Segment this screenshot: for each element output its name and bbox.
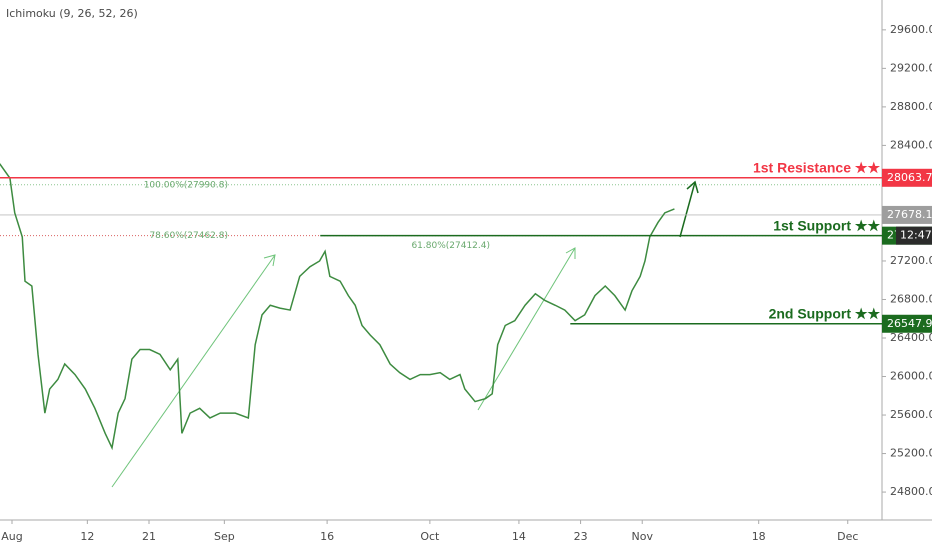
level-label: 1st Support ★★ [773, 217, 880, 233]
price-line [0, 163, 675, 451]
arrow [111, 254, 276, 488]
y-tick-label: 28400.0 [890, 138, 932, 151]
fib-label: 100.00%(27990.8) [144, 180, 228, 190]
x-tick-label: 21 [142, 530, 156, 543]
y-tick-label: 24800.0 [890, 485, 932, 498]
level-label: 1st Resistance ★★ [753, 159, 880, 175]
x-tick-label: 16 [320, 530, 334, 543]
level-price: 28063.7 [887, 171, 932, 184]
x-tick-label: Dec [837, 530, 858, 543]
fib-label: 78.60%(27462.8) [149, 231, 228, 241]
x-tick-label: Oct [420, 530, 440, 543]
level-price-box [882, 314, 932, 333]
arrow-head [263, 254, 276, 267]
arrow-head [565, 247, 576, 259]
indicator-label: Ichimoku (9, 26, 52, 26) [6, 7, 138, 20]
fib-label: 61.80%(27412.4) [411, 241, 490, 251]
x-tick-label: 18 [752, 530, 766, 543]
y-tick-label: 25200.0 [890, 447, 932, 460]
x-tick-label: 12 [80, 530, 94, 543]
x-tick-label: Aug [1, 530, 22, 543]
arrow [679, 181, 696, 238]
level-label: 2nd Support ★★ [769, 305, 881, 321]
countdown: 12:47 [900, 229, 932, 242]
countdown-box [896, 226, 932, 245]
x-tick-label: Sep [214, 530, 235, 543]
y-tick-label: 26400.0 [890, 331, 932, 344]
last-price-label: 27678.1 [887, 208, 932, 221]
y-tick-label: 26000.0 [890, 370, 932, 383]
y-tick-label: 28800.0 [890, 100, 932, 113]
level-price: 26547.9 [887, 317, 932, 330]
level-price-box [882, 168, 932, 187]
y-tick-label: 25600.0 [890, 408, 932, 421]
x-tick-label: Nov [631, 530, 653, 543]
x-tick-label: 23 [574, 530, 588, 543]
last-price-box [882, 205, 932, 224]
y-tick-label: 29200.0 [890, 61, 932, 74]
y-tick-label: 29600.0 [890, 23, 932, 36]
y-tick-label: 26800.0 [890, 292, 932, 305]
arrow-head [686, 180, 699, 194]
y-tick-label: 27200.0 [890, 254, 932, 267]
x-tick-label: 14 [512, 530, 526, 543]
